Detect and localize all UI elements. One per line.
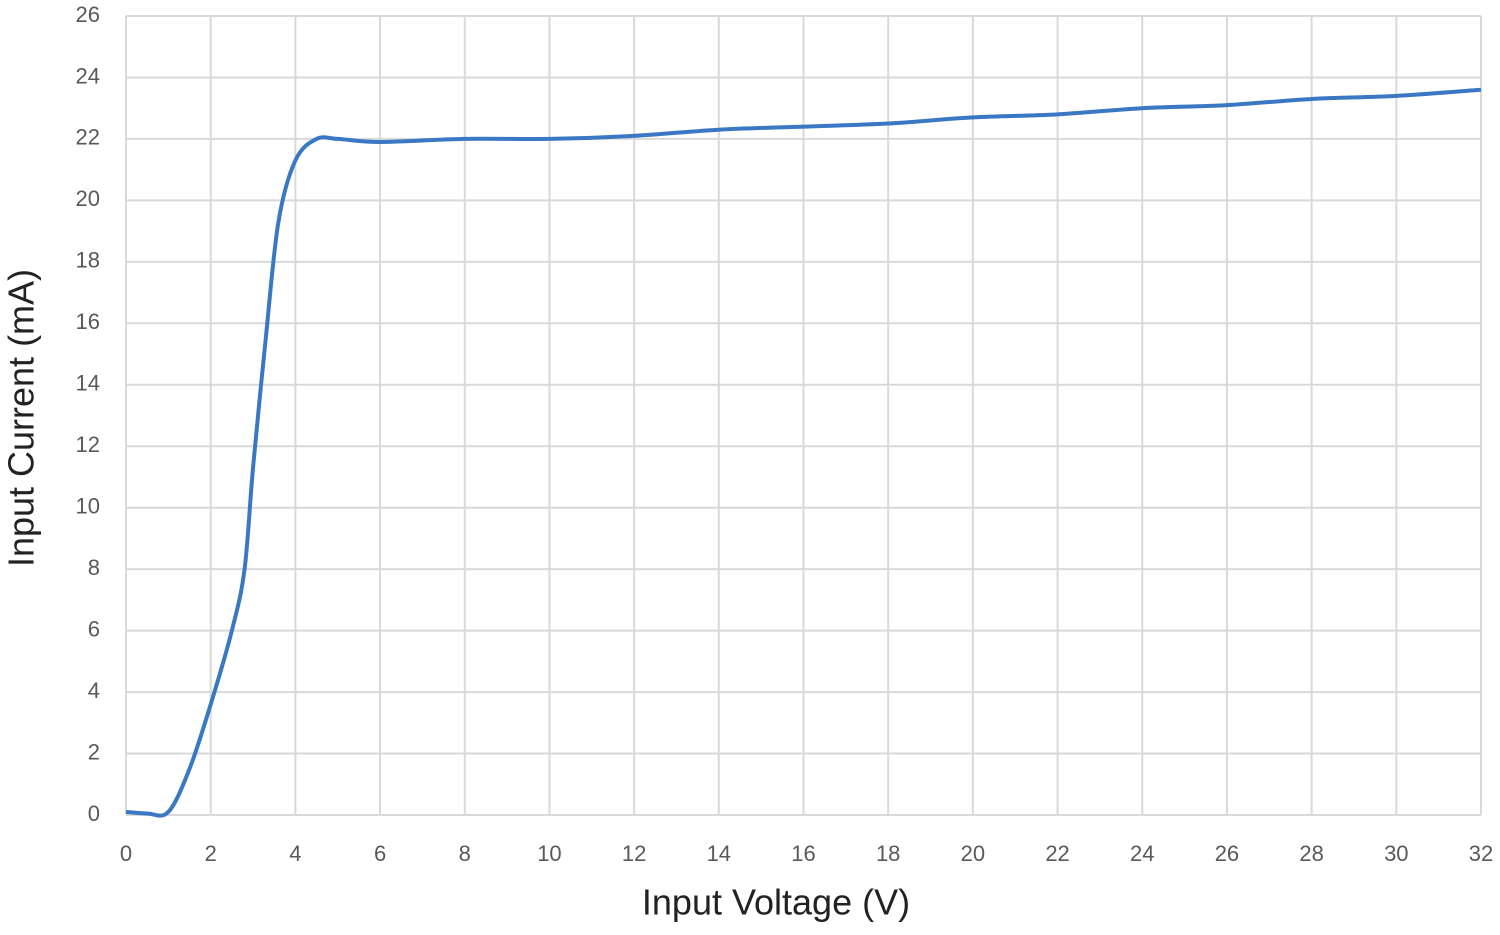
y-tick-label: 24 [76, 63, 100, 88]
x-tick-label: 32 [1469, 841, 1493, 866]
x-axis-title: Input Voltage (V) [642, 882, 910, 923]
y-tick-label: 16 [76, 309, 100, 334]
y-tick-label: 18 [76, 248, 100, 273]
y-tick-label: 12 [76, 432, 100, 457]
y-tick-label: 4 [88, 678, 100, 703]
x-tick-label: 4 [289, 841, 301, 866]
data-line [125, 87, 1482, 818]
y-tick-label: 8 [88, 555, 100, 580]
x-tick-label: 26 [1215, 841, 1239, 866]
x-tick-label: 30 [1384, 841, 1408, 866]
y-tick-label: 26 [76, 2, 100, 27]
y-tick-label: 0 [88, 801, 100, 826]
x-tick-label: 24 [1130, 841, 1154, 866]
x-tick-label: 14 [707, 841, 731, 866]
x-tick-label: 6 [374, 841, 386, 866]
y-tick-label: 6 [88, 616, 100, 641]
x-tick-label: 10 [537, 841, 561, 866]
y-tick-label: 14 [76, 371, 100, 396]
x-tick-label: 28 [1299, 841, 1323, 866]
y-tick-label: 2 [88, 739, 100, 764]
y-axis-title: Input Current (mA) [1, 269, 42, 567]
y-tick-label: 22 [76, 125, 100, 150]
x-tick-label: 22 [1045, 841, 1069, 866]
x-tick-label: 20 [961, 841, 985, 866]
x-tick-label: 16 [791, 841, 815, 866]
x-tick-label: 8 [459, 841, 471, 866]
x-tick-label: 2 [205, 841, 217, 866]
y-tick-label: 20 [76, 186, 100, 211]
y-tick-label: 10 [76, 494, 100, 519]
x-tick-label: 12 [622, 841, 646, 866]
x-tick-label: 18 [876, 841, 900, 866]
x-tick-label: 0 [120, 841, 132, 866]
